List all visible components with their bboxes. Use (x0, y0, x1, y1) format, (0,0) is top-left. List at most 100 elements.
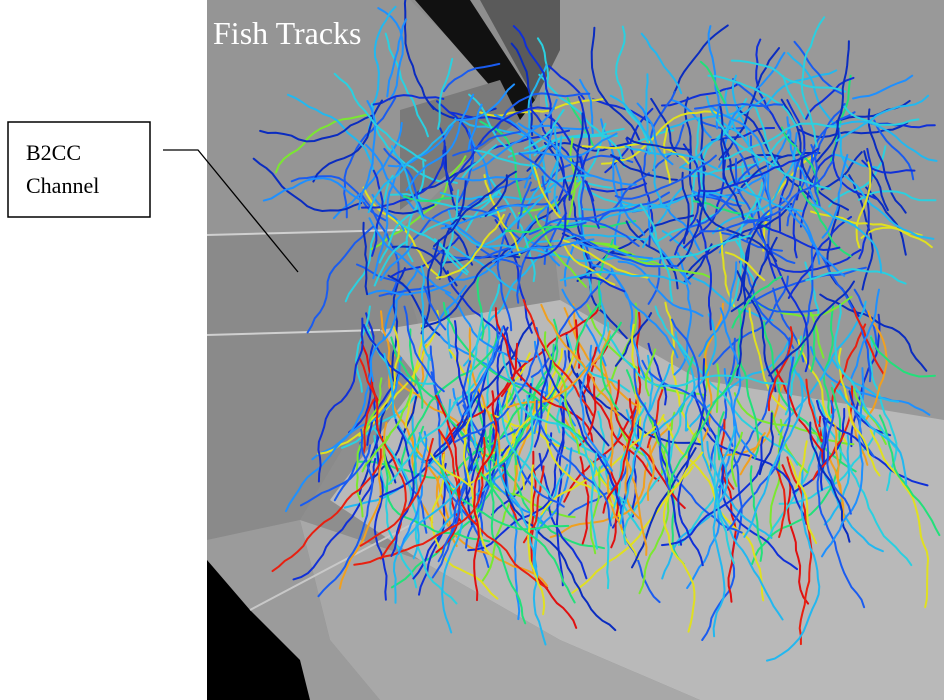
fish-track (758, 412, 774, 476)
fish-track (454, 83, 516, 122)
fish-track (437, 189, 460, 276)
fish-track (404, 324, 424, 429)
fish-track (595, 242, 711, 279)
fish-track (475, 459, 576, 604)
fish-track (541, 348, 621, 506)
fish-track (667, 430, 743, 534)
fish-track (619, 363, 671, 525)
fish-track (543, 248, 671, 263)
callout-line: B2CC (26, 140, 81, 165)
fish-track (715, 363, 721, 413)
fish-track (590, 452, 598, 550)
fish-track (601, 110, 722, 165)
fish-track (568, 112, 584, 201)
fish-track (681, 166, 803, 213)
fish-track (573, 241, 654, 260)
fish-track (622, 445, 648, 556)
fish-track (526, 141, 636, 172)
fish-track (452, 245, 520, 293)
fish-track (435, 213, 505, 279)
fish-track (355, 377, 383, 518)
fish-track (510, 42, 534, 137)
fish-track (626, 136, 691, 151)
callout: B2CC Channel (7, 121, 299, 273)
fish-track (863, 310, 888, 424)
fish-track (333, 72, 427, 162)
fish-track (442, 62, 501, 93)
fish-track (563, 245, 616, 286)
fish-track (798, 121, 909, 139)
fish-track (581, 142, 690, 165)
fish-track (719, 122, 842, 161)
fish-track (344, 174, 394, 303)
fish-track (681, 271, 774, 322)
fish-track (646, 384, 665, 449)
fish-track (478, 97, 606, 117)
fish-track (368, 217, 451, 294)
fish-track (786, 103, 846, 227)
fish-track (549, 225, 679, 268)
fish-track (682, 243, 713, 284)
fish-track (710, 105, 773, 216)
fish-track (371, 169, 384, 257)
fish-track (487, 413, 527, 625)
fish-track (503, 462, 617, 632)
fish-track (362, 323, 419, 394)
fish-track (402, 195, 452, 203)
fish-track (663, 127, 672, 185)
fish-track (809, 346, 931, 416)
fish-track (549, 422, 673, 539)
fish-track (665, 205, 701, 251)
fish-track (654, 305, 799, 466)
fish-track (563, 239, 579, 287)
fish-track (852, 74, 914, 100)
fish-track (391, 267, 406, 386)
fish-track (631, 447, 697, 569)
fish-track (390, 418, 415, 557)
fish-track (610, 154, 678, 181)
fish-track (317, 428, 374, 598)
fish-track (731, 275, 782, 329)
fish-track (782, 75, 806, 120)
fish-track (357, 100, 377, 211)
fish-track (766, 468, 821, 662)
fish-track (408, 328, 424, 409)
fish-track (698, 261, 738, 357)
fish-track (456, 314, 500, 406)
fish-track (718, 227, 736, 308)
fish-track (750, 101, 781, 170)
fish-track (797, 339, 850, 448)
fish-track (468, 93, 513, 153)
fish-track (669, 162, 759, 242)
fish-track (439, 190, 552, 201)
fish-track (597, 172, 650, 224)
fish-track (646, 444, 655, 501)
fish-track (771, 410, 809, 474)
fish-track (275, 113, 368, 174)
fish-track (865, 186, 907, 256)
fish-track (853, 404, 875, 458)
fish-track (380, 242, 413, 281)
fish-track (397, 430, 428, 555)
fish-track (805, 378, 823, 443)
fish-track (359, 358, 407, 560)
fish-track (438, 179, 467, 280)
fish-track (685, 202, 793, 275)
fish-track (730, 431, 743, 488)
fish-track (473, 149, 545, 170)
fish-track (516, 455, 565, 508)
fish-track (787, 215, 852, 299)
fish-track (633, 368, 671, 491)
fish-track (502, 352, 601, 496)
fish-track (373, 240, 409, 287)
fish-tracks (252, 0, 941, 662)
fish-track (822, 304, 835, 425)
fish-track (454, 327, 540, 443)
fish-track (411, 414, 420, 560)
fish-track (421, 209, 506, 235)
fish-track (540, 174, 593, 196)
fish-track (835, 94, 930, 143)
fish-track (523, 121, 555, 189)
fish-track (528, 217, 640, 247)
